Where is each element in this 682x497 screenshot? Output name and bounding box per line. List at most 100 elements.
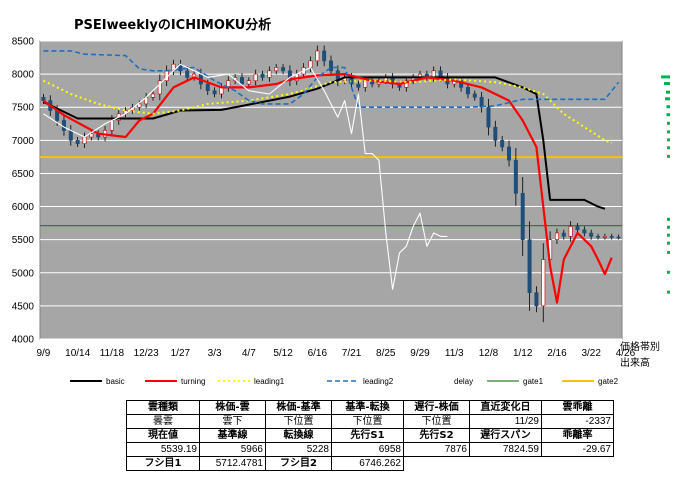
candle-body xyxy=(500,140,505,148)
table-cell: 11/29 xyxy=(469,414,542,429)
table-cell: フシ目2 xyxy=(265,456,332,471)
table-cell xyxy=(404,457,470,471)
volume-bar xyxy=(667,138,670,142)
candle-body xyxy=(404,80,409,88)
x-tick-label: 12/8 xyxy=(479,348,499,359)
table-cell: 遅行-株価 xyxy=(403,400,470,415)
volume-bar xyxy=(667,154,670,158)
table-row: フシ目1 5712.4781 フシ目2 6746.262 xyxy=(126,456,614,471)
ichimoku-chart: 4000 4500 5000 5500 6000 6500 7000 7500 8000 8500… xyxy=(12,37,670,386)
x-tick-label: 5/12 xyxy=(273,348,293,359)
candle-body xyxy=(328,60,333,72)
candle-body xyxy=(575,226,580,231)
x-tick-label: 3/22 xyxy=(581,348,601,359)
candle-body xyxy=(82,136,87,144)
table-cell: 遅行スパン xyxy=(469,428,542,443)
y-axis-ticks: 4000 4500 5000 5500 6000 6500 7000 7500 8000 8500 xyxy=(12,37,35,346)
candle-body xyxy=(554,232,559,240)
volume-bar xyxy=(667,225,670,229)
candle-body xyxy=(582,229,587,234)
volume-bar xyxy=(667,146,670,150)
table-cell: 基準線 xyxy=(199,428,266,443)
legend-label-delay: delay xyxy=(454,377,473,386)
volume-bar xyxy=(667,250,670,254)
legend-label-leading1: leading1 xyxy=(254,377,285,386)
candle-body xyxy=(61,120,66,131)
candle-body xyxy=(239,77,244,85)
candle-body xyxy=(356,83,361,88)
x-axis-ticks: 9/9 10/14 11/18 12/23 1/27 3/3 4/7 5/12 6/16 7/21… xyxy=(36,348,635,359)
candle-body xyxy=(89,133,94,138)
candle-body xyxy=(472,93,477,98)
table-cell: 先行S2 xyxy=(403,428,470,443)
y-tick-label: 5500 xyxy=(12,235,35,246)
candle-body xyxy=(507,146,512,161)
table-row: 雲種類 株価-雲 株価-基準 基準-転換 遅行-株価 直近変化日 雲乖離 xyxy=(126,400,614,415)
table-cell: 直近変化日 xyxy=(469,400,542,415)
candle-body xyxy=(68,130,73,141)
table-cell: -2337 xyxy=(541,414,614,429)
candle-body xyxy=(109,120,114,131)
candle-body xyxy=(541,259,546,307)
volume-bar xyxy=(667,290,670,294)
volume-bar xyxy=(665,97,670,101)
table-cell: 先行S1 xyxy=(331,428,404,443)
table-cell: 曇雲 xyxy=(126,414,200,429)
table-cell: 雲種類 xyxy=(126,400,200,415)
table-cell xyxy=(470,457,542,471)
candle-body xyxy=(212,90,217,95)
table-row: 5539.19 5966 5228 6958 7876 7824.59 -29.67 xyxy=(126,442,614,457)
candle-body xyxy=(267,70,272,78)
table-cell: 6958 xyxy=(331,442,404,457)
legend: basic turning leading1 leading2 delay gate1 ga… xyxy=(70,377,619,386)
table-cell: 株価-雲 xyxy=(199,400,266,415)
volume-bar xyxy=(664,82,670,86)
candle-body xyxy=(137,103,142,108)
x-tick-label: 2/16 xyxy=(547,348,567,359)
candle-body xyxy=(41,96,46,101)
volume-bar xyxy=(667,217,670,221)
candle-body xyxy=(602,236,607,238)
volume-label-line2: 出来高 xyxy=(620,356,650,369)
candle-body xyxy=(150,93,155,98)
candle-body xyxy=(281,67,286,72)
chart-title: PSEIweeklyのICHIMOKU分析 xyxy=(74,18,272,33)
candle-body xyxy=(520,193,525,240)
volume-bar xyxy=(666,105,670,109)
legend-label-turning: turning xyxy=(181,377,205,386)
gate-lines xyxy=(40,156,622,227)
candle-body xyxy=(322,50,327,62)
legend-label-basic: basic xyxy=(106,377,125,386)
table-cell: 株価-基準 xyxy=(265,400,332,415)
candle-body xyxy=(246,80,251,85)
x-tick-label: 6/16 xyxy=(308,348,328,359)
table-cell: 6746.262 xyxy=(331,456,404,471)
volume-bar xyxy=(667,270,670,274)
table-cell: 現在値 xyxy=(126,428,200,443)
table-row: 現在値 基準線 転換線 先行S1 先行S2 遅行スパン 乖離率 xyxy=(126,428,614,443)
legend-label-leading2: leading2 xyxy=(363,377,394,386)
table-cell: 転換線 xyxy=(265,428,332,443)
table-cell: 下位置 xyxy=(331,414,404,429)
plot-area xyxy=(39,40,623,340)
candle-body xyxy=(157,80,162,95)
table-cell: 5228 xyxy=(265,442,332,457)
x-tick-label: 1/27 xyxy=(171,348,191,359)
volume-bar xyxy=(667,130,670,134)
y-tick-label: 8000 xyxy=(12,70,35,81)
volume-bar xyxy=(667,121,670,125)
candle-body xyxy=(465,87,470,95)
x-tick-label: 9/29 xyxy=(410,348,430,359)
table-cell: -29.67 xyxy=(541,442,614,457)
table-cell: 7876 xyxy=(403,442,470,457)
candle-body xyxy=(253,73,258,82)
table-cell: 乖離率 xyxy=(541,428,614,443)
candle-body xyxy=(589,232,594,237)
grid-lines xyxy=(40,40,622,340)
candle-body xyxy=(459,80,464,88)
x-tick-label: 4/7 xyxy=(242,348,256,359)
volume-profile xyxy=(661,75,670,294)
table-cell: 5966 xyxy=(199,442,266,457)
y-tick-label: 8500 xyxy=(12,37,35,48)
x-tick-label: 1/12 xyxy=(513,348,533,359)
